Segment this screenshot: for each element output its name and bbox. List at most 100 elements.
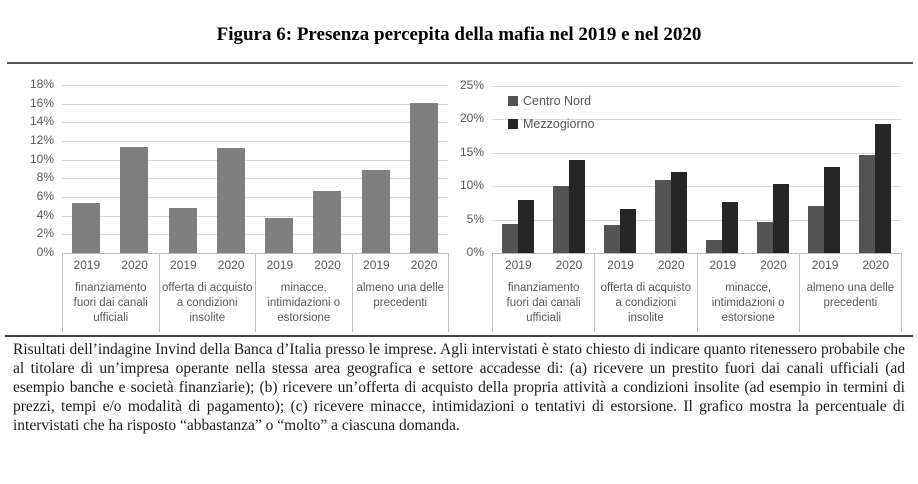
year-label: 2020 xyxy=(657,258,685,272)
y-tick-label: 18% xyxy=(29,77,54,91)
bar-group xyxy=(159,85,256,253)
category-label: minacce, intimidazioni o estorsione xyxy=(267,282,341,324)
bar-group xyxy=(492,86,594,253)
category-label: finanziamento fuori dai canali ufficiali xyxy=(506,282,581,324)
legend-label: Centro Nord xyxy=(523,94,592,108)
y-tick-label: 0% xyxy=(466,245,484,259)
bar-2019 xyxy=(265,217,294,253)
legend-item-mezzogiorno: Mezzogiorno xyxy=(508,117,595,131)
bar-cluster-2019 xyxy=(603,208,636,253)
y-tick-label: 5% xyxy=(466,211,484,226)
bar-cluster-2020 xyxy=(552,160,585,253)
category-label: minacce, intimidazioni o estorsione xyxy=(711,282,785,324)
bar-cluster-2020 xyxy=(757,183,790,253)
caption-divider xyxy=(5,335,913,337)
bar-mezzogiorno-2019 xyxy=(619,208,636,253)
bar-mezzogiorno-2019 xyxy=(824,166,841,253)
gridline xyxy=(62,159,448,161)
bar-2019 xyxy=(168,208,197,253)
bar-mezzogiorno-2020 xyxy=(568,160,585,253)
bar-centro-nord-2019 xyxy=(706,240,723,253)
year-label: 2020 xyxy=(760,258,787,272)
plot-area xyxy=(492,86,901,254)
y-tick-label: 16% xyxy=(29,95,54,110)
gridline xyxy=(492,152,901,154)
category-label: almeno una delle precedenti xyxy=(356,282,445,309)
year-label: 2019 xyxy=(607,258,634,272)
bar-cluster-2019 xyxy=(706,201,739,253)
gridline xyxy=(492,86,901,87)
bar-mezzogiorno-2020 xyxy=(773,183,790,253)
bar-group xyxy=(697,86,799,253)
bar-mezzogiorno-2020 xyxy=(670,172,687,253)
y-tick-label: 14% xyxy=(29,114,54,129)
gridline xyxy=(62,103,448,105)
category-group: 2019 2020 offerta di acquisto a condizioni… xyxy=(158,253,256,332)
bar-cluster-2020 xyxy=(859,124,892,253)
figure-title: Figura 6: Presenza percepita della mafia… xyxy=(216,24,702,45)
category-group: 2019 2020 finanziamento fuori dai canali u… xyxy=(62,253,159,332)
y-tick-label: 25% xyxy=(459,78,484,92)
category-group: 2019 2020 finanziamento fuori dai canali u… xyxy=(492,253,594,332)
bar-2020 xyxy=(409,102,438,253)
legend: Centro Nord Mezzogiorno xyxy=(508,94,595,140)
y-tick-label: 20% xyxy=(459,111,484,126)
category-label: finanziamento fuori dai canali ufficiali xyxy=(73,282,148,324)
y-tick-label: 4% xyxy=(36,207,54,222)
title-divider xyxy=(7,62,913,64)
category-axis: 2019 2020 finanziamento fuori dai canali u… xyxy=(492,253,902,332)
bar-group xyxy=(62,85,159,253)
gridline xyxy=(62,234,448,236)
bar-group xyxy=(255,85,352,253)
gridline xyxy=(62,215,448,217)
category-group: 2019 2020 offerta di acquisto a condizioni… xyxy=(594,253,696,332)
year-label: 2020 xyxy=(555,258,583,272)
y-tick-label: 2% xyxy=(36,226,54,241)
gridline xyxy=(492,186,901,188)
gridline xyxy=(62,141,448,142)
year-label: 2020 xyxy=(410,258,438,272)
bar-centro-nord-2019 xyxy=(501,224,518,253)
category-group: 2019 2020 minacce, intimidazioni o estorsi… xyxy=(696,253,799,332)
bar-cluster-2020 xyxy=(654,172,687,253)
y-tick-label: 10% xyxy=(29,151,54,166)
year-label: 2019 xyxy=(811,258,839,272)
gridline xyxy=(492,119,901,121)
bar-mezzogiorno-2019 xyxy=(517,200,534,253)
year-label: 2019 xyxy=(504,258,532,272)
category-group: 2019 2020 almeno una delle precedenti xyxy=(798,253,901,332)
y-tick-label: 12% xyxy=(29,133,54,147)
bar-2020 xyxy=(120,146,149,253)
year-label: 2020 xyxy=(314,258,341,272)
legend-swatch xyxy=(508,119,518,129)
category-label: offerta di acquisto a condizioni insolit… xyxy=(600,282,692,324)
legend-swatch xyxy=(508,96,518,106)
category-label: almeno una delle precedenti xyxy=(806,282,895,309)
bar-2019 xyxy=(72,202,101,253)
bar-group xyxy=(594,86,696,253)
plot-area xyxy=(62,85,448,254)
bar-group xyxy=(799,86,901,253)
bar-centro-nord-2019 xyxy=(603,224,620,253)
gridline xyxy=(62,85,448,86)
y-tick-label: 6% xyxy=(36,189,54,203)
legend-label: Mezzogiorno xyxy=(523,117,595,131)
category-axis: 2019 2020 finanziamento fuori dai canali u… xyxy=(62,253,449,332)
bar-chart-by-area: 0% 5% 10% 15% 20% 25% 2019 2020 finanziamento fu… xyxy=(455,73,913,335)
category-group: 2019 2020 almeno una delle precedenti xyxy=(351,253,449,332)
bar-group xyxy=(352,85,449,253)
bar-cluster-2019 xyxy=(501,200,534,253)
bar-2020 xyxy=(313,191,342,253)
bar-centro-nord-2020 xyxy=(552,185,569,253)
gridline xyxy=(492,219,901,221)
bar-chart-total: 0% 2% 4% 6% 8% 10% 12% 14% 16% 18% 2019 2020 finanzi… xyxy=(20,73,450,335)
year-label: 2019 xyxy=(73,258,101,272)
bar-centro-nord-2020 xyxy=(859,155,876,253)
y-tick-label: 15% xyxy=(459,144,484,159)
year-label: 2019 xyxy=(266,258,294,272)
gridline xyxy=(62,122,448,124)
legend-item-centro-nord: Centro Nord xyxy=(508,94,595,108)
year-label: 2020 xyxy=(217,258,245,272)
year-label: 2020 xyxy=(862,258,890,272)
